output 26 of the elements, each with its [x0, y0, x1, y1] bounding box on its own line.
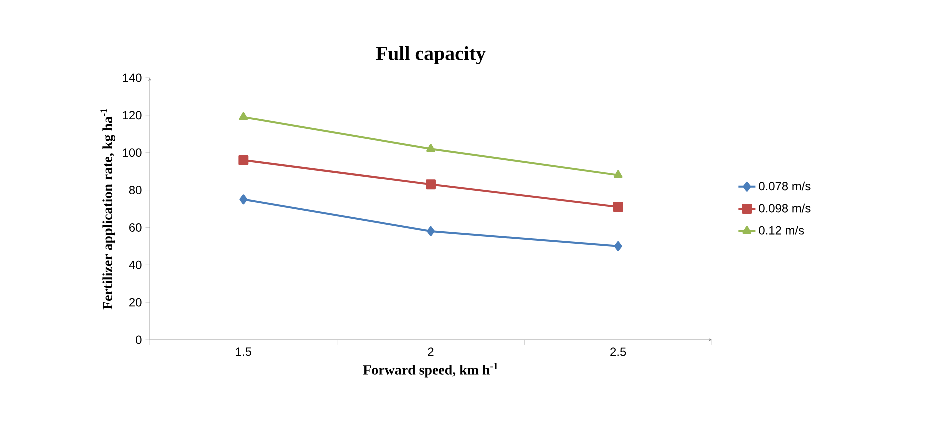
legend-label: 0.078 m/s: [759, 182, 811, 191]
y-tick-label: 100: [123, 148, 142, 158]
chart-title: Full capacity: [376, 46, 486, 65]
y-tick-label: 40: [129, 260, 142, 270]
point: [427, 226, 435, 236]
point: [614, 170, 623, 178]
point: [613, 202, 624, 212]
point: [239, 112, 248, 120]
point: [238, 155, 249, 166]
x-tick-label: 2: [428, 348, 434, 356]
x-tick-label: 1.5: [236, 348, 252, 356]
y-axis-title: Fertilizer application rate, kg ha$^{-1}$: [100, 109, 116, 310]
x-axis-title: Forward speed, km h$^{-1}$: [363, 363, 498, 378]
y-tick-label: 120: [123, 111, 142, 120]
legend-label: 0.098 m/s: [759, 204, 811, 213]
point: [426, 180, 436, 190]
y-tick-label: 60: [130, 223, 142, 232]
point: [240, 194, 248, 205]
y-tick-label: 140: [123, 74, 142, 82]
x-tick-label: 2.5: [610, 348, 626, 356]
point: [426, 144, 436, 152]
legend-label: 0.12 m/s: [759, 226, 804, 235]
y-tick-label: 80: [129, 186, 142, 195]
y-tick-label: 20: [130, 298, 142, 307]
point: [614, 241, 622, 252]
y-tick-label: 0: [136, 336, 142, 344]
